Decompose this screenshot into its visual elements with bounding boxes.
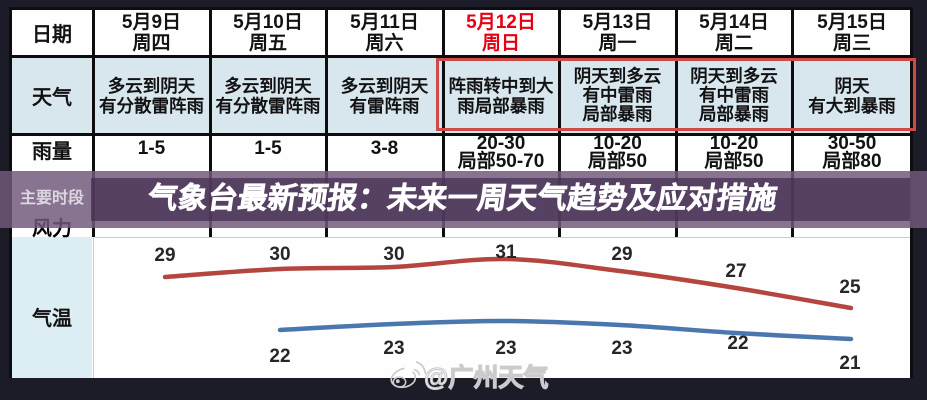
svg-text:30: 30 (383, 244, 404, 265)
svg-text:25: 25 (839, 277, 861, 298)
svg-text:30: 30 (269, 244, 290, 265)
svg-text:31: 31 (495, 242, 517, 263)
svg-text:@广州天气: @广州天气 (424, 363, 548, 392)
svg-text:29: 29 (154, 245, 175, 266)
svg-text:29: 29 (611, 244, 632, 265)
svg-text:21: 21 (839, 353, 861, 374)
svg-text:23: 23 (611, 338, 632, 359)
svg-text:22: 22 (269, 346, 290, 367)
svg-text:23: 23 (495, 338, 516, 359)
svg-text:23: 23 (383, 338, 404, 359)
svg-text:22: 22 (727, 333, 748, 354)
svg-text:27: 27 (725, 261, 746, 282)
